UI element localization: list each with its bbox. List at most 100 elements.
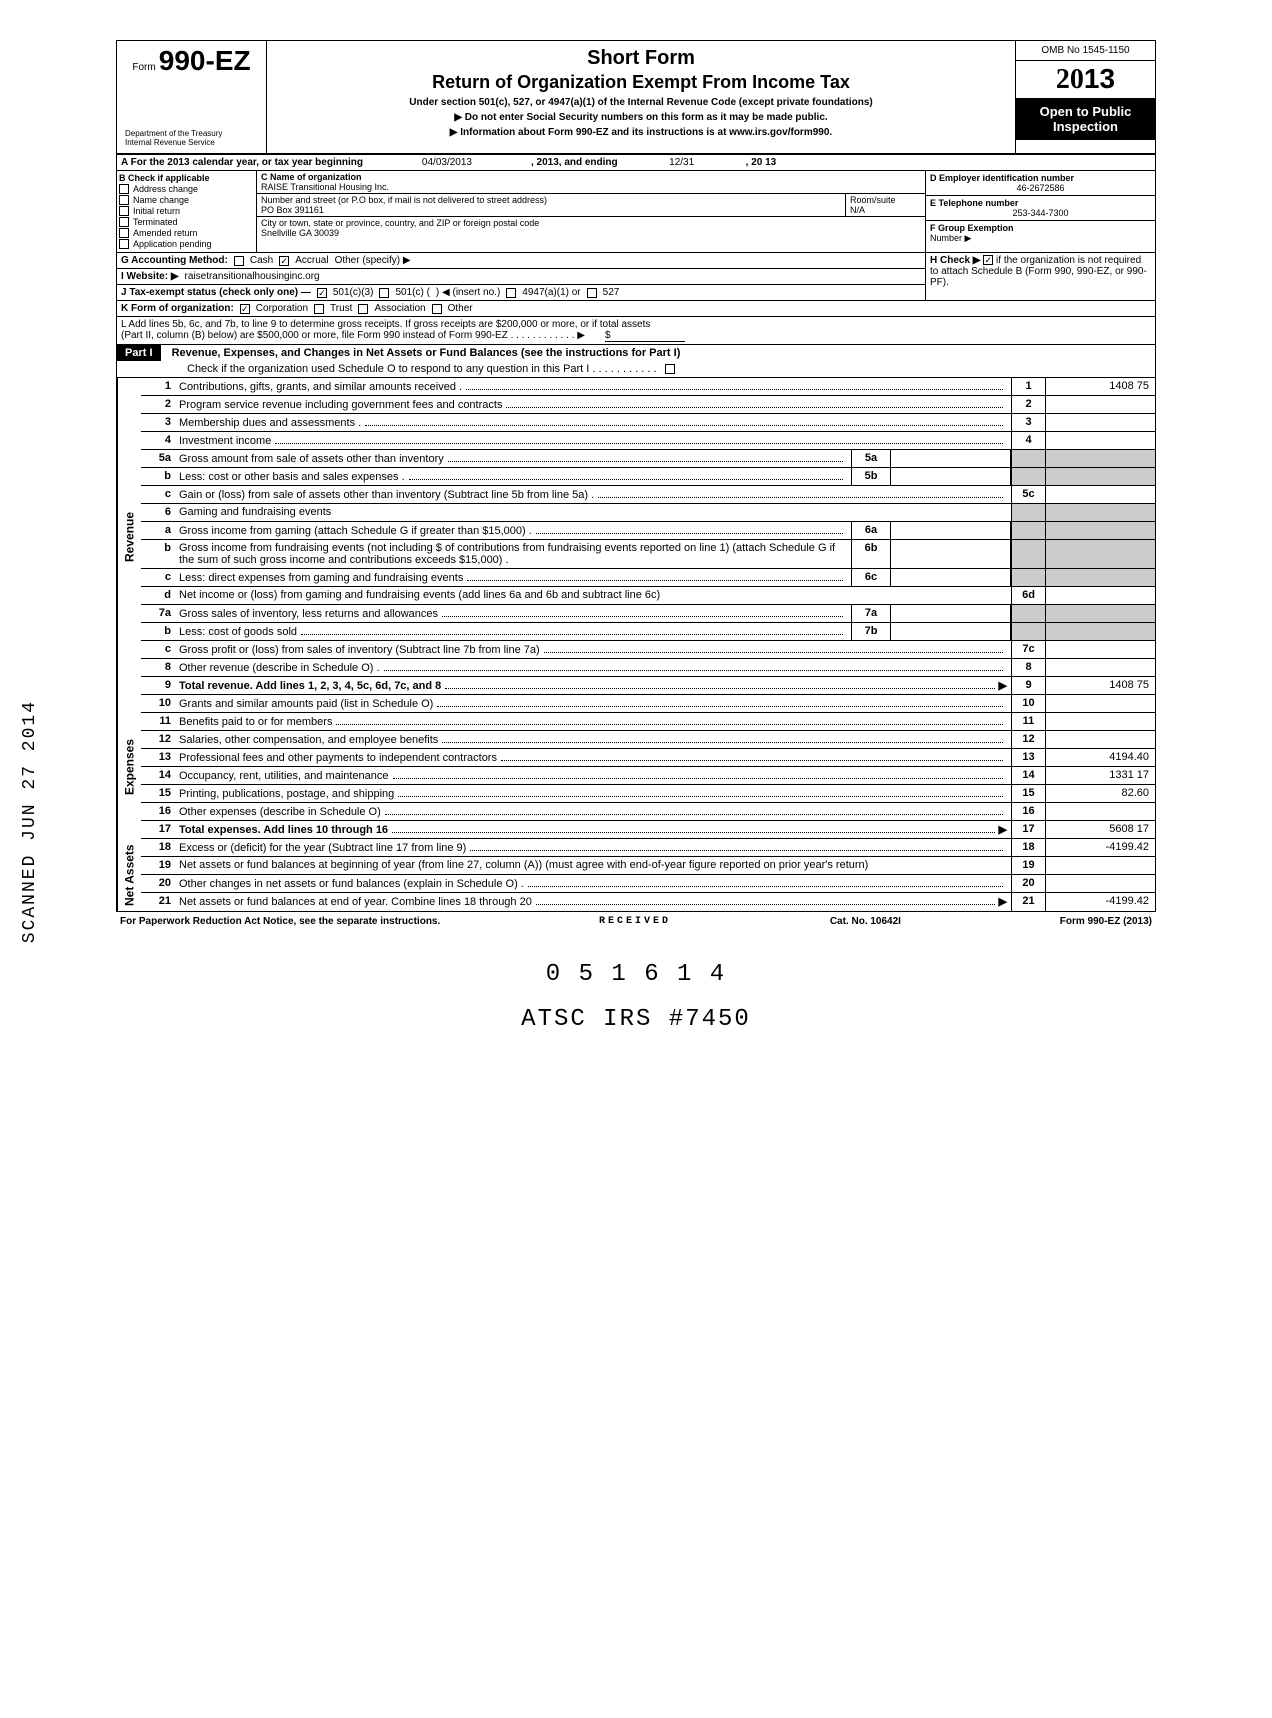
line9-desc: Total revenue. Add lines 1, 2, 3, 4, 5c,… [179,680,441,692]
line6a-desc: Gross income from gaming (attach Schedul… [179,525,532,537]
room-label: Room/suite [850,195,921,205]
rt-7c: 7c [1011,641,1045,658]
line21-desc: Net assets or fund balances at end of ye… [179,896,532,908]
row-a-tail: , 20 13 [742,155,781,170]
row-a: A For the 2013 calendar year, or tax yea… [117,155,1155,171]
cat-no: Cat. No. 10642I [830,916,901,927]
expenses-section: Expenses 10Grants and similar amounts pa… [117,695,1155,839]
rt-17: 17 [1011,821,1045,838]
cb-pending[interactable] [119,239,129,249]
box-7a: 7a [851,605,891,622]
line6-desc: Gaming and fundraising events [179,506,331,518]
form-990ez: Form 990-EZ Department of the Treasury I… [116,40,1156,912]
cb-accrual[interactable] [279,256,289,266]
cb-501c3[interactable] [317,288,327,298]
cb-h[interactable] [983,255,993,265]
netassets-section: Net Assets 18Excess or (deficit) for the… [117,839,1155,911]
box-5a: 5a [851,450,891,467]
cb-527[interactable] [587,288,597,298]
row-a-mid: , 2013, and ending [527,155,622,170]
under-section: Under section 501(c), 527, or 4947(a)(1)… [275,97,1007,108]
box-5b: 5b [851,468,891,485]
line11-val [1045,713,1155,730]
b-item-5: Application pending [133,239,212,249]
stamp-number: 0 5 1 6 1 4 [60,961,1212,988]
box-6a: 6a [851,522,891,539]
form-header: Form 990-EZ Department of the Treasury I… [117,41,1155,155]
line13-val: 4194.40 [1045,749,1155,766]
footer: For Paperwork Reduction Act Notice, see … [116,912,1156,931]
line19-desc: Net assets or fund balances at beginning… [179,859,868,871]
l-line2: (Part II, column (B) below) are $500,000… [121,330,585,342]
i-label: I Website: ▶ [121,271,179,282]
cb-address[interactable] [119,184,129,194]
line3-val [1045,414,1155,431]
stamp-atsc: ATSC IRS #7450 [60,1006,1212,1033]
rt-16: 16 [1011,803,1045,820]
line18-desc: Excess or (deficit) for the year (Subtra… [179,842,466,854]
k-other: Other [448,303,473,314]
c-name-label: C Name of organization [261,172,921,182]
line17-val: 5608 17 [1045,821,1155,838]
cb-4947[interactable] [506,288,516,298]
cb-initial[interactable] [119,206,129,216]
line14-val: 1331 17 [1045,767,1155,784]
line13-desc: Professional fees and other payments to … [179,752,497,764]
org-name: RAISE Transitional Housing Inc. [261,182,921,192]
line7c-desc: Gross profit or (loss) from sales of inv… [179,644,540,656]
b-item-1: Name change [133,195,189,205]
cb-name[interactable] [119,195,129,205]
line9-val: 1408 75 [1045,677,1155,694]
cb-corp[interactable] [240,304,250,314]
cb-cash[interactable] [234,256,244,266]
col-def: D Employer identification number 46-2672… [925,171,1155,252]
h-label: H Check ▶ [930,255,980,266]
line12-val [1045,731,1155,748]
part1-title: Revenue, Expenses, and Changes in Net As… [164,347,681,359]
dept-treasury: Department of the Treasury [125,129,258,138]
stamps: 0 5 1 6 1 4 ATSC IRS #7450 [60,961,1212,1033]
g-cash: Cash [250,255,273,266]
revenue-section: Revenue 1Contributions, gifts, grants, a… [117,378,1155,695]
year-begin: 04/03/2013 [367,155,527,170]
f-label2: Number ▶ [930,233,1151,244]
cb-terminated[interactable] [119,217,129,227]
e-label: E Telephone number [930,198,1151,208]
line2-desc: Program service revenue including govern… [179,399,502,411]
cb-other[interactable] [432,304,442,314]
website-value: raisetransitionalhousinginc.org [185,271,320,282]
c-addr-label: Number and street (or P.O box, if mail i… [261,195,841,205]
netassets-label: Net Assets [117,839,141,911]
return-title: Return of Organization Exempt From Incom… [275,72,1007,93]
cb-assoc[interactable] [358,304,368,314]
irs-label: Internal Revenue Service [125,138,258,147]
c-city-label: City or town, state or province, country… [261,218,921,228]
line20-desc: Other changes in net assets or fund bala… [179,878,524,890]
g-accrual: Accrual [295,255,328,266]
line16-val [1045,803,1155,820]
year-end: 12/31 [622,155,742,170]
line2-val [1045,396,1155,413]
footer-right: Form 990-EZ (2013) [1060,916,1152,927]
line4-desc: Investment income [179,435,271,447]
room-value: N/A [850,205,921,215]
j-a1: 4947(a)(1) or [522,287,580,298]
line16-desc: Other expenses (describe in Schedule O) [179,806,381,818]
line8-desc: Other revenue (describe in Schedule O) . [179,662,380,674]
line21-val: -4199.42 [1045,893,1155,911]
cb-501c[interactable] [379,288,389,298]
j-527: 527 [603,287,620,298]
line4-val [1045,432,1155,449]
rt-5c: 5c [1011,486,1045,503]
g-label: G Accounting Method: [121,255,228,266]
cb-trust[interactable] [314,304,324,314]
revenue-label: Revenue [117,378,141,695]
rt-10: 10 [1011,695,1045,712]
omb-number: OMB No 1545-1150 [1016,41,1155,61]
b-item-2: Initial return [133,206,180,216]
cb-amended[interactable] [119,228,129,238]
j-insert: ) ◀ (insert no.) [436,287,500,298]
k-trust: Trust [330,303,352,314]
cb-part1-scho[interactable] [665,364,675,374]
line18-val: -4199.42 [1045,839,1155,856]
